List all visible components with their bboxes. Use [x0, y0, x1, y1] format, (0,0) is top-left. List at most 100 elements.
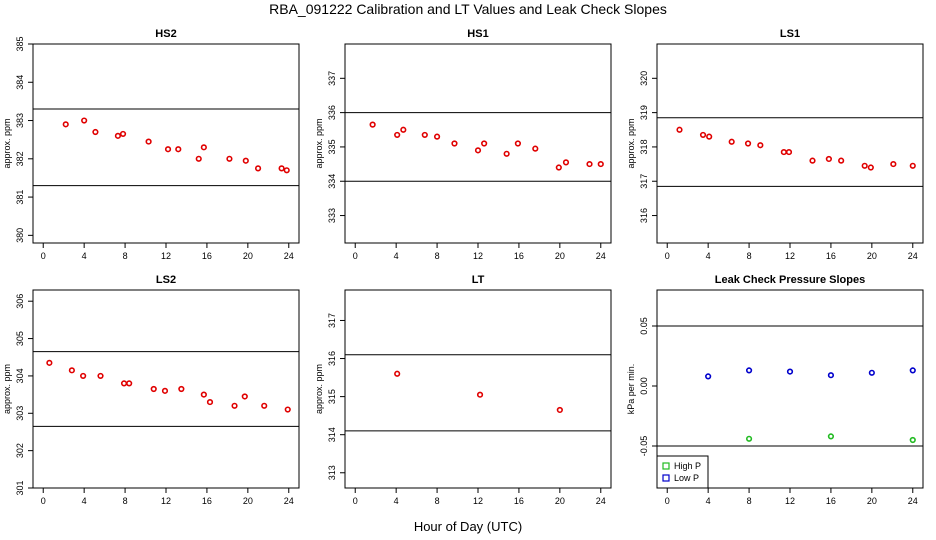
x-tick-label: 8	[435, 251, 440, 261]
x-tick-label: 12	[785, 496, 795, 506]
x-tick-label: 20	[243, 496, 253, 506]
data-point	[200, 144, 207, 151]
plot-frame	[344, 289, 612, 489]
x-tick-label: 20	[555, 251, 565, 261]
y-tick-label: 304	[15, 368, 25, 383]
y-tick-label: 315	[327, 389, 337, 404]
y-tick-label: 335	[327, 139, 337, 154]
data-point	[757, 142, 764, 149]
y-axis-label: approx. ppm	[626, 118, 636, 168]
data-point	[474, 147, 482, 154]
x-tick-label: 0	[665, 251, 670, 261]
data-point	[226, 155, 233, 162]
x-tick-label: 16	[202, 496, 212, 506]
data-point	[785, 148, 793, 156]
y-tick-label: 301	[15, 480, 25, 495]
y-axis-label: approx. ppm	[2, 364, 12, 414]
data-point	[827, 372, 835, 379]
legend-label: High P	[674, 461, 701, 471]
data-point	[150, 385, 157, 393]
y-tick-label: 0.05	[639, 317, 649, 335]
x-tick-label: 0	[41, 251, 46, 261]
data-point	[145, 138, 152, 145]
y-tick-label: 385	[15, 36, 25, 51]
panel-title: Leak Check Pressure Slopes	[715, 274, 865, 286]
y-tick-label: 381	[15, 190, 25, 205]
data-point	[745, 435, 753, 442]
data-point	[394, 370, 401, 377]
data-point	[161, 387, 169, 394]
data-point	[164, 146, 172, 153]
y-tick-label: 314	[327, 427, 337, 442]
legend-marker	[662, 474, 670, 482]
x-tick-label: 16	[514, 496, 524, 506]
x-tick-label: 0	[353, 251, 358, 261]
data-point	[890, 160, 897, 168]
data-point	[68, 367, 75, 374]
panel-title: HS1	[467, 28, 488, 40]
data-point	[838, 157, 845, 164]
data-point	[706, 133, 713, 140]
y-tick-label: 0.00	[639, 377, 649, 395]
data-point	[175, 146, 182, 153]
x-tick-label: 20	[867, 496, 877, 506]
panel-title: HS2	[155, 28, 176, 40]
y-tick-label: 316	[639, 208, 649, 223]
data-point	[827, 433, 835, 440]
y-tick-label: 302	[15, 443, 25, 458]
data-point	[809, 157, 816, 164]
x-tick-label: 20	[867, 251, 877, 261]
data-point	[451, 140, 458, 147]
x-tick-label: 16	[514, 251, 524, 261]
panel-5: LT 0 4 8 12 16 20 24 313 314 315 316 317 approx. ppm	[314, 274, 612, 506]
data-point	[909, 162, 916, 169]
x-tick-label: 4	[394, 496, 399, 506]
panel-4: LS2 0 4 8 12 16 20 24 301 302 303 304 305 306 approx. …	[2, 274, 300, 506]
data-point	[868, 369, 875, 376]
data-point	[120, 380, 128, 387]
legend-box	[656, 455, 709, 489]
y-tick-label: 380	[15, 228, 25, 243]
x-tick-label: 12	[473, 496, 483, 506]
data-point	[744, 140, 752, 147]
y-tick-label: 303	[15, 406, 25, 421]
x-tick-label: 4	[706, 251, 711, 261]
x-tick-label: 20	[555, 496, 565, 506]
x-tick-label: 24	[908, 251, 918, 261]
data-point	[597, 160, 604, 168]
x-tick-label: 4	[82, 496, 87, 506]
x-tick-label: 4	[82, 251, 87, 261]
y-axis-label: kPa per min.	[626, 364, 636, 415]
panel-title: LT	[472, 274, 485, 286]
x-tick-label: 12	[785, 251, 795, 261]
data-point	[909, 367, 916, 374]
data-point	[62, 121, 69, 128]
data-point	[562, 159, 570, 166]
x-tick-label: 24	[284, 496, 294, 506]
y-tick-label: 336	[327, 105, 337, 120]
data-point	[195, 155, 202, 162]
data-point	[400, 126, 407, 133]
x-tick-label: 12	[473, 251, 483, 261]
data-point	[394, 131, 401, 139]
data-point	[780, 148, 787, 156]
y-tick-label: 317	[639, 174, 649, 189]
y-axis-label: approx. ppm	[314, 364, 324, 414]
data-point	[909, 436, 916, 444]
x-tick-label: 4	[706, 496, 711, 506]
data-point	[284, 406, 291, 413]
x-tick-label: 8	[747, 251, 752, 261]
x-tick-label: 0	[665, 496, 670, 506]
data-point	[46, 359, 53, 366]
data-point	[556, 406, 563, 414]
data-point	[476, 391, 484, 398]
y-tick-label: 337	[327, 71, 337, 86]
y-tick-label: 320	[639, 71, 649, 86]
y-axis-label: approx. ppm	[314, 118, 324, 168]
y-tick-label: 382	[15, 151, 25, 166]
data-point	[705, 373, 712, 380]
data-point	[97, 372, 104, 380]
panel-1: HS2 0 4 8 12 16 20 24 380 381 382 383 384 385 approx. …	[2, 28, 300, 261]
data-point	[200, 391, 207, 398]
x-tick-label: 24	[596, 251, 606, 261]
